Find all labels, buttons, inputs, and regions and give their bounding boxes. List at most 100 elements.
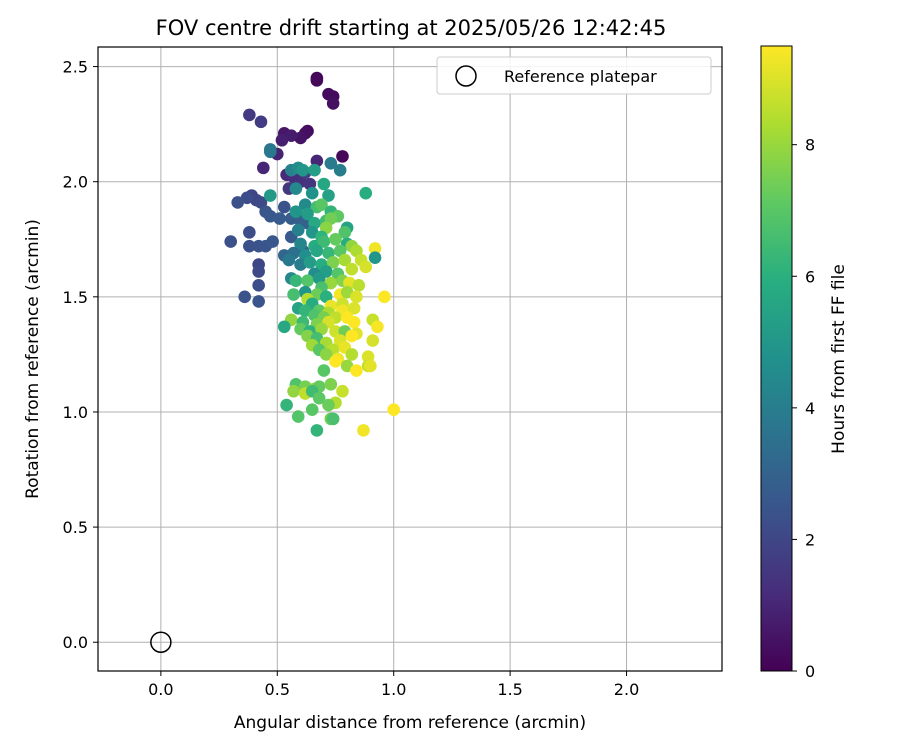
y-axis-title: Rotation from reference (arcmin)	[23, 219, 43, 499]
data-point	[345, 329, 359, 343]
data-point	[294, 237, 307, 251]
data-point	[324, 156, 338, 170]
legend-reference-marker	[455, 65, 477, 87]
data-point	[303, 255, 317, 269]
y-tick-label: 2.5	[63, 58, 88, 77]
data-point	[340, 359, 354, 373]
data-point	[310, 424, 324, 437]
data-point	[224, 235, 238, 248]
data-point	[240, 191, 254, 205]
data-point	[257, 161, 270, 175]
data-point	[296, 163, 310, 177]
colorbar-tick-label: 8	[805, 136, 815, 155]
colorbar-tick-label: 4	[805, 399, 815, 418]
data-point	[347, 315, 361, 329]
data-point	[280, 398, 293, 412]
y-tick-label: 0.5	[63, 518, 88, 537]
legend: Reference platepar	[436, 56, 712, 95]
data-point	[338, 226, 352, 239]
data-point	[252, 265, 265, 278]
data-point	[315, 198, 328, 212]
data-point	[371, 320, 384, 334]
data-point	[252, 295, 265, 308]
data-point	[305, 226, 319, 239]
data-point	[275, 133, 289, 147]
data-point	[277, 320, 291, 334]
legend-label-reference: Reference platepar	[504, 67, 657, 86]
data-point	[289, 182, 303, 195]
colorbar-tick-label: 6	[805, 267, 815, 286]
data-point	[357, 424, 370, 437]
colorbar-tick-label: 0	[805, 662, 815, 681]
data-point	[368, 242, 382, 255]
data-point	[322, 189, 335, 202]
colorbar-gradient	[760, 45, 793, 672]
data-point	[350, 290, 363, 304]
data-point	[322, 398, 335, 412]
data-point	[310, 74, 324, 87]
x-tick-label: 1.0	[381, 680, 406, 699]
chart-title: FOV centre drift starting at 2025/05/26 …	[156, 16, 667, 40]
y-tick-label: 2.0	[63, 173, 88, 192]
data-point	[329, 232, 342, 246]
data-point	[352, 279, 366, 292]
data-point	[329, 355, 342, 368]
data-point	[287, 288, 300, 301]
data-point	[359, 260, 373, 274]
data-point	[366, 334, 380, 347]
y-tick-label: 1.5	[63, 288, 88, 307]
x-tick-label: 1.5	[497, 680, 522, 699]
data-point	[252, 279, 265, 292]
data-point	[340, 285, 354, 299]
data-point	[324, 276, 338, 290]
data-point	[291, 410, 305, 423]
data-point	[289, 274, 303, 288]
data-point	[263, 145, 277, 159]
data-point	[277, 200, 291, 214]
data-point	[243, 226, 256, 239]
data-point	[326, 255, 340, 269]
data-point	[287, 384, 300, 398]
colorbar-ticks: 0 2 4 6 8	[792, 136, 815, 681]
y-tick-label: 1.0	[63, 403, 88, 422]
x-tick-label: 2.0	[614, 680, 639, 699]
data-point	[317, 235, 331, 248]
data-point	[368, 251, 382, 264]
data-point	[254, 115, 268, 129]
reference-platepar-marker	[150, 631, 172, 653]
data-point	[347, 302, 361, 315]
data-point	[238, 290, 251, 304]
plot-frame	[97, 46, 723, 672]
data-point	[345, 262, 359, 276]
data-point	[336, 384, 349, 398]
data-point	[243, 239, 256, 253]
colorbar-title: Hours from first FF file	[829, 264, 849, 454]
data-point	[324, 378, 338, 391]
data-point	[319, 348, 333, 361]
data-point	[387, 403, 401, 416]
x-tick-label: 0.0	[148, 680, 173, 699]
data-point	[284, 129, 298, 142]
data-point	[317, 177, 331, 191]
reference-marker-layer	[150, 631, 172, 653]
data-point	[359, 186, 373, 200]
data-point	[266, 235, 279, 248]
data-point	[301, 274, 314, 288]
data-point	[231, 196, 245, 209]
data-point	[308, 163, 321, 177]
data-point	[364, 359, 377, 373]
data-point	[273, 212, 286, 225]
data-point	[326, 412, 340, 426]
data-point	[305, 186, 319, 200]
colorbar-tick-label: 2	[805, 530, 815, 549]
x-axis-ticks: 0.0 0.5 1.0 1.5 2.0	[148, 671, 639, 699]
y-tick-label: 0.0	[63, 633, 88, 652]
data-point	[301, 207, 314, 221]
scatter-points	[224, 71, 401, 437]
x-tick-label: 0.5	[265, 680, 290, 699]
data-point	[336, 150, 349, 163]
data-point	[310, 244, 324, 258]
data-point	[378, 290, 391, 304]
data-point	[345, 348, 359, 361]
